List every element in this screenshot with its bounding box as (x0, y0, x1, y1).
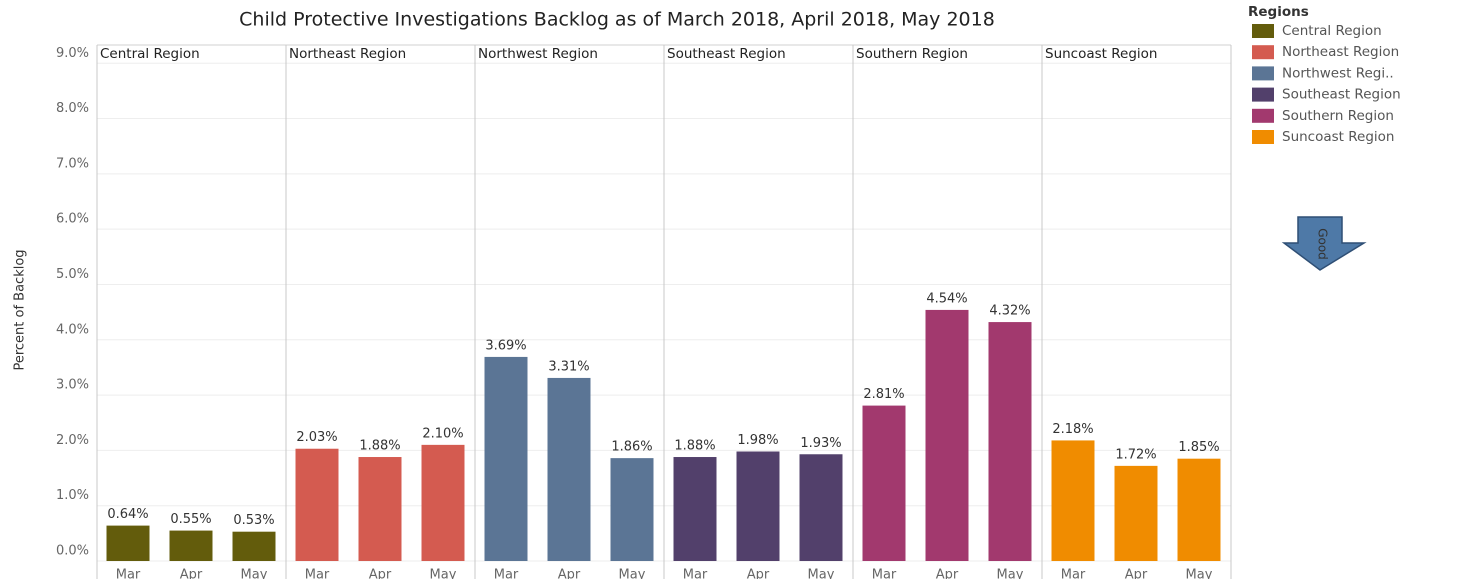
value-label: 1.88% (359, 439, 400, 454)
y-tick-label: 6.0% (56, 212, 89, 227)
x-tick-label: Apr (369, 568, 392, 579)
value-label: 0.55% (170, 512, 211, 527)
x-tick-label: May (619, 568, 646, 579)
x-tick-label: Apr (558, 568, 581, 579)
y-tick-label: 2.0% (56, 433, 89, 448)
bar (925, 309, 969, 561)
legend-swatch (1252, 24, 1274, 38)
panel-header: Northwest Region (478, 46, 598, 62)
value-label: 0.64% (107, 507, 148, 522)
value-label: 0.53% (233, 513, 274, 528)
panel-header: Southern Region (856, 46, 968, 62)
value-label: 3.31% (548, 359, 589, 374)
legend-title: Regions (1248, 4, 1309, 20)
good-arrow: Good (1281, 216, 1367, 271)
legend-label: Central Region (1282, 23, 1382, 39)
legend-swatch (1252, 66, 1274, 81)
y-tick-label: 4.0% (56, 322, 89, 337)
value-label: 1.86% (611, 440, 652, 455)
legend-label: Southeast Region (1282, 87, 1401, 103)
x-tick-label: May (241, 568, 268, 579)
x-tick-label: Mar (305, 568, 330, 579)
y-tick-label: 1.0% (56, 488, 89, 503)
y-tick-label: 3.0% (56, 378, 89, 393)
legend-swatch (1252, 130, 1274, 144)
panel-header: Southeast Region (667, 46, 786, 62)
legend-swatch (1252, 108, 1274, 123)
bar (358, 457, 402, 561)
bar (673, 457, 717, 561)
x-tick-label: Apr (1125, 568, 1148, 579)
bar (610, 458, 654, 561)
bar (988, 322, 1032, 561)
bar (1114, 465, 1158, 561)
x-tick-label: May (430, 568, 457, 579)
y-axis-label: Percent of Backlog (13, 249, 28, 370)
value-label: 4.54% (926, 291, 967, 306)
bar (484, 356, 528, 561)
panel-header: Suncoast Region (1045, 46, 1157, 62)
y-tick-label: 9.0% (56, 46, 89, 61)
legend-swatch (1252, 87, 1274, 102)
value-label: 1.72% (1115, 447, 1156, 462)
y-tick-label: 5.0% (56, 267, 89, 282)
value-label: 2.10% (422, 426, 463, 441)
y-tick-label: 0.0% (56, 544, 89, 559)
x-tick-label: May (808, 568, 835, 579)
bar (421, 444, 465, 561)
y-tick-label: 8.0% (56, 101, 89, 116)
bar (799, 454, 843, 561)
value-label: 3.69% (485, 338, 526, 353)
bar (295, 448, 339, 561)
x-tick-label: Mar (494, 568, 519, 579)
x-tick-label: Mar (1061, 568, 1086, 579)
legend-label: Suncoast Region (1282, 129, 1394, 145)
x-tick-label: Apr (936, 568, 959, 579)
bar (169, 530, 213, 561)
legend-label: Southern Region (1282, 108, 1394, 124)
value-label: 2.18% (1052, 422, 1093, 437)
x-tick-label: Apr (747, 568, 770, 579)
arrow-label: Good (1316, 228, 1330, 260)
legend-swatch (1252, 45, 1274, 60)
legend-label: Northwest Regi.. (1282, 65, 1394, 81)
x-tick-label: May (997, 568, 1024, 579)
arrow-shape (1281, 216, 1367, 271)
bar (232, 531, 276, 561)
value-label: 1.88% (674, 439, 715, 454)
legend-label: Northeast Region (1282, 44, 1399, 60)
value-label: 4.32% (989, 304, 1030, 319)
panel-header: Northeast Region (289, 46, 406, 62)
x-tick-label: Mar (872, 568, 897, 579)
bar (547, 377, 591, 561)
bar (106, 525, 150, 561)
value-label: 2.81% (863, 387, 904, 402)
bar (1177, 458, 1221, 561)
chart-title: Child Protective Investigations Backlog … (239, 9, 995, 31)
bar (736, 451, 780, 561)
x-tick-label: May (1186, 568, 1213, 579)
x-tick-label: Mar (116, 568, 141, 579)
value-label: 2.03% (296, 430, 337, 445)
x-tick-label: Apr (180, 568, 203, 579)
panel-header: Central Region (100, 46, 200, 62)
value-label: 1.93% (800, 436, 841, 451)
bar (862, 405, 906, 561)
bar (1051, 440, 1095, 561)
value-label: 1.98% (737, 433, 778, 448)
y-tick-label: 7.0% (56, 156, 89, 171)
value-label: 1.85% (1178, 440, 1219, 455)
x-tick-label: Mar (683, 568, 708, 579)
